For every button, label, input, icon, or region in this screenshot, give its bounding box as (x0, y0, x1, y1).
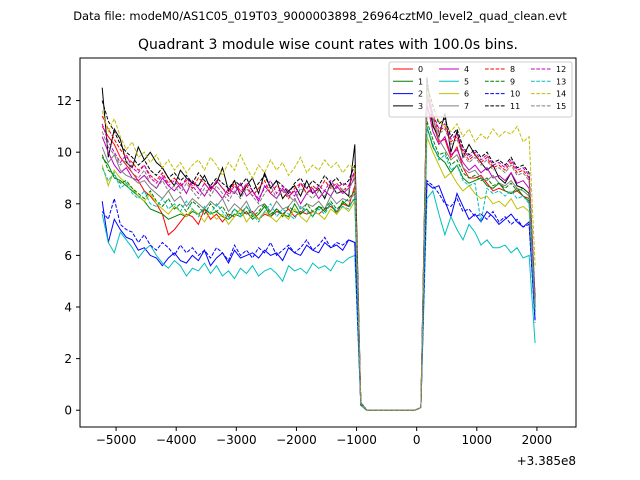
legend-label-9: 9 (510, 77, 515, 86)
y-tick-label: 0 (64, 404, 72, 418)
chart-suptitle: Data file: modeM0/AS1C05_019T03_90000038… (73, 9, 567, 23)
x-tick-label: −5000 (96, 433, 137, 447)
series-line-9 (101, 121, 536, 411)
y-tick-label: 8 (64, 197, 72, 211)
plot-frame (79, 57, 577, 428)
legend-box (388, 61, 573, 118)
legend-label-4: 4 (464, 65, 469, 74)
y-tick-label: 2 (64, 352, 72, 366)
legend-label-12: 12 (556, 65, 566, 74)
legend-label-0: 0 (418, 65, 423, 74)
x-tick-label: 1000 (462, 433, 493, 447)
legend-label-5: 5 (464, 77, 469, 86)
legend-label-7: 7 (464, 102, 469, 111)
legend-label-10: 10 (510, 90, 520, 99)
series-line-6 (101, 136, 536, 411)
series-line-4 (101, 103, 536, 411)
series-line-0 (101, 105, 536, 411)
y-tick-label: 4 (64, 301, 72, 315)
y-tick-label: 12 (57, 94, 72, 108)
x-tick-label: 0 (413, 433, 421, 447)
x-tick-label: −2000 (276, 433, 317, 447)
series-line-14 (101, 90, 536, 411)
series-line-11 (101, 84, 536, 411)
y-tick-label: 10 (57, 146, 72, 160)
legend-label-6: 6 (464, 90, 469, 99)
legend-label-13: 13 (556, 77, 566, 86)
x-tick-label: 2000 (522, 433, 553, 447)
x-tick-label: −1000 (336, 433, 377, 447)
y-tick-label: 6 (64, 249, 72, 263)
series-line-13 (101, 126, 536, 411)
series-line-2 (101, 182, 536, 411)
legend-label-11: 11 (510, 102, 520, 111)
series-line-1 (101, 126, 536, 411)
x-tick-label: −3000 (216, 433, 257, 447)
series-line-5 (101, 189, 536, 411)
series-line-7 (101, 82, 536, 411)
legend-label-8: 8 (510, 65, 515, 74)
series-layer (101, 77, 536, 411)
legend-label-3: 3 (418, 102, 423, 111)
legend-label-1: 1 (418, 77, 423, 86)
legend-label-14: 14 (556, 90, 566, 99)
chart-title: Quadrant 3 module wise count rates with … (138, 37, 518, 53)
series-line-15 (101, 97, 536, 411)
axes-layer: −5000 −4000 −3000 −2000 −1000 0 1000 2000 0 2 4 6 8 1… (57, 94, 552, 447)
x-offset-label: +3.385e8 (517, 454, 576, 468)
legend-label-15: 15 (556, 102, 566, 111)
series-line-3 (101, 77, 536, 411)
series-line-10 (101, 179, 536, 411)
x-tick-label: −4000 (156, 433, 197, 447)
legend-label-2: 2 (418, 90, 423, 99)
series-line-12 (101, 92, 536, 411)
